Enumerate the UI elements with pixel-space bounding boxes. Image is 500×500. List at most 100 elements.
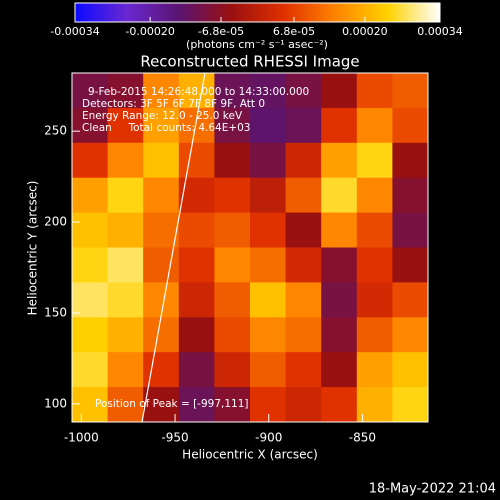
pixel: [250, 73, 287, 109]
y-tick-label: 200: [44, 215, 67, 229]
pixel: [107, 107, 144, 144]
pixel: [107, 177, 144, 214]
pixel: [72, 282, 109, 318]
pixel: [321, 107, 358, 144]
pixel: [392, 107, 429, 144]
image: [72, 73, 429, 423]
peak-label: Position of Peak = [-997,111]: [95, 398, 249, 410]
pixel: [321, 317, 358, 353]
pixel: [178, 107, 215, 144]
colorbar-tick-label: -6.8e-05: [198, 25, 244, 38]
pixel: [285, 352, 322, 388]
pixel: [214, 282, 251, 318]
pixel: [285, 282, 322, 318]
pixel: [107, 317, 144, 353]
pixel: [356, 317, 393, 353]
pixel: [392, 212, 429, 248]
pixel: [178, 387, 215, 423]
pixel: [285, 247, 322, 283]
pixel: [250, 107, 287, 144]
pixel: [321, 282, 358, 318]
pixel: [392, 282, 429, 318]
pixel: [285, 177, 322, 214]
pixel: [143, 282, 180, 318]
pixel: [143, 107, 180, 144]
pixel: [285, 387, 322, 423]
pixel: [107, 73, 144, 109]
pixel: [72, 317, 109, 353]
pixel: [214, 387, 251, 423]
pixel: [214, 212, 251, 248]
pixel: [356, 142, 393, 179]
colorbar-tick-label: -0.00020: [125, 25, 174, 38]
pixel: [178, 212, 215, 248]
x-tick-label: -950: [161, 431, 188, 445]
pixel: [356, 73, 393, 109]
pixel: [178, 142, 215, 179]
pixel: [321, 212, 358, 248]
pixel: [321, 352, 358, 388]
pixel: [250, 387, 287, 423]
pixel: [214, 247, 251, 283]
pixel: [178, 317, 215, 353]
y-tick-label: 150: [44, 305, 67, 319]
pixel: [178, 282, 215, 318]
pixel: [356, 352, 393, 388]
pixel: [72, 107, 109, 144]
pixel: [250, 282, 287, 318]
x-axis-label: Heliocentric X (arcsec): [182, 448, 318, 462]
pixel: [107, 142, 144, 179]
pixel: [285, 73, 322, 109]
colorbar: [74, 2, 441, 23]
pixel: [107, 387, 144, 423]
pixel: [285, 317, 322, 353]
pixel: [392, 247, 429, 283]
pixel: [321, 142, 358, 179]
pixel: [143, 73, 180, 109]
pixel: [143, 387, 180, 423]
pixel: [392, 177, 429, 214]
x-tick-label: -1000: [64, 431, 99, 445]
pixel: [321, 177, 358, 214]
solar-limb: [141, 72, 206, 423]
pixel: [214, 177, 251, 214]
pixel: [285, 212, 322, 248]
pixel: [107, 352, 144, 388]
pixel: [178, 177, 215, 214]
pixel: [143, 212, 180, 248]
y-tick-label: 100: [44, 396, 67, 410]
pixel: [178, 247, 215, 283]
pixel: [392, 142, 429, 179]
pixel: [72, 352, 109, 388]
pixel: [392, 317, 429, 353]
pixel: [356, 282, 393, 318]
pixel: [107, 212, 144, 248]
y-tick-label: 250: [44, 124, 67, 138]
pixel: [321, 387, 358, 423]
pixel: [356, 247, 393, 283]
pixel: [72, 177, 109, 214]
pixel: [143, 177, 180, 214]
colorbar-tick-label: 0.00020: [342, 25, 388, 38]
colorbar-tick-label: 0.00034: [417, 25, 463, 38]
pixel: [392, 387, 429, 423]
pixel: [356, 177, 393, 214]
annotation: Detectors: 3F 5F 6F 7F 8F 9F, Att 0: [82, 98, 265, 110]
pixel: [72, 73, 109, 109]
pixel: [356, 212, 393, 248]
pixel: [250, 317, 287, 353]
pixel: [178, 352, 215, 388]
pixel: [214, 352, 251, 388]
pixel: [72, 142, 109, 179]
pixel: [285, 107, 322, 144]
pixel: [250, 212, 287, 248]
y-axis-label: Heliocentric Y (arcsec): [26, 181, 40, 316]
pixel: [143, 247, 180, 283]
pixel: [250, 352, 287, 388]
timestamp: 18-May-2022 21:04: [369, 482, 496, 497]
pixel: [107, 247, 144, 283]
pixel: [72, 212, 109, 248]
colorbar-tick-label: -0.00034: [50, 25, 99, 38]
annotation: Clean Total counts: 4.64E+03: [82, 122, 251, 134]
